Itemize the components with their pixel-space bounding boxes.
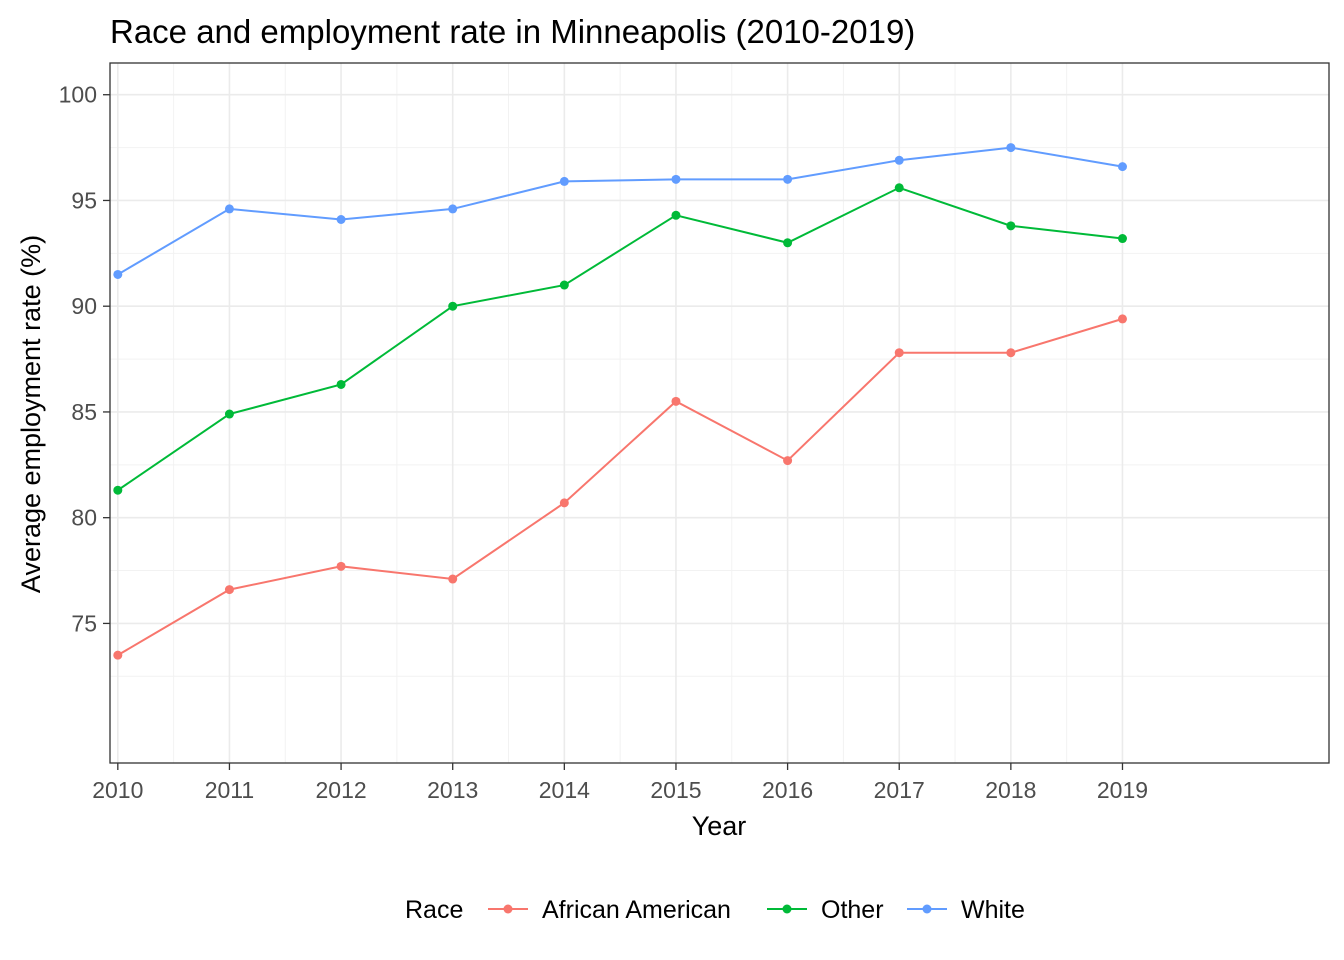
data-point-african-american (448, 574, 458, 584)
data-point-white (671, 174, 681, 184)
data-point-other (1117, 234, 1127, 244)
data-point-african-american (783, 456, 793, 466)
data-point-other (559, 280, 569, 290)
series-line-african-american (117, 317, 1123, 657)
x-tick-label: 2014 (539, 777, 590, 803)
series-line-other (117, 186, 1123, 492)
x-tick-label: 2012 (315, 777, 366, 803)
y-tick-label: 75 (71, 610, 97, 636)
x-axis: 2010 2011 2012 2013 2014 2015 2016 2017 2018 2019 (92, 763, 1148, 803)
data-point-other (1006, 221, 1016, 231)
data-point-white (113, 269, 123, 279)
y-axis-title: Average employment rate (%) (16, 235, 46, 593)
data-point-white (1117, 162, 1127, 172)
data-point-white (1006, 143, 1016, 153)
data-point-white (336, 214, 346, 224)
x-tick-label: 2019 (1097, 777, 1148, 803)
legend: Race African American Other White (405, 896, 1025, 924)
data-point-other (894, 183, 904, 193)
x-tick-label: 2017 (874, 777, 925, 803)
y-tick-label: 80 (71, 505, 97, 531)
legend-key-african-american (488, 904, 528, 914)
data-point-other (113, 485, 123, 495)
data-point-other (336, 379, 346, 389)
x-tick-label: 2015 (650, 777, 701, 803)
x-tick-label: 2016 (762, 777, 813, 803)
data-point-african-american (113, 650, 123, 660)
chart-title: Race and employment rate in Minneapolis … (110, 13, 915, 50)
data-point-white (448, 204, 458, 214)
data-point-african-american (1006, 348, 1016, 358)
y-tick-label: 85 (71, 399, 97, 425)
data-point-white (224, 204, 234, 214)
data-point-white (783, 174, 793, 184)
panel-border (109, 62, 1330, 764)
series-layer (113, 143, 1127, 660)
data-point-white (559, 176, 569, 186)
data-point-other (448, 301, 458, 311)
y-axis: 75 80 85 90 95 100 (59, 82, 110, 636)
y-tick-label: 100 (59, 82, 97, 108)
data-point-white (894, 155, 904, 165)
data-point-other (671, 210, 681, 220)
data-point-other (224, 409, 234, 419)
data-point-african-american (671, 396, 681, 406)
major-gridlines (110, 63, 1329, 763)
legend-label-white: White (961, 896, 1025, 924)
x-tick-label: 2010 (92, 777, 143, 803)
y-tick-label: 90 (71, 293, 97, 319)
x-tick-label: 2018 (985, 777, 1036, 803)
legend-title: Race (405, 896, 463, 924)
legend-key-white (907, 904, 947, 914)
data-point-other (783, 238, 793, 248)
data-point-african-american (336, 561, 346, 571)
data-point-african-american (224, 585, 234, 595)
data-point-african-american (1117, 314, 1127, 324)
legend-label-other: Other (821, 896, 884, 924)
legend-key-other (767, 904, 807, 914)
minor-gridlines (110, 63, 1329, 763)
y-tick-label: 95 (71, 187, 97, 213)
x-tick-label: 2013 (427, 777, 478, 803)
data-point-african-american (894, 348, 904, 358)
series-line-white (117, 146, 1123, 276)
x-axis-title: Year (692, 811, 747, 841)
x-tick-label: 2011 (205, 777, 254, 803)
legend-label-african-american: African American (542, 896, 731, 924)
data-point-african-american (559, 498, 569, 508)
